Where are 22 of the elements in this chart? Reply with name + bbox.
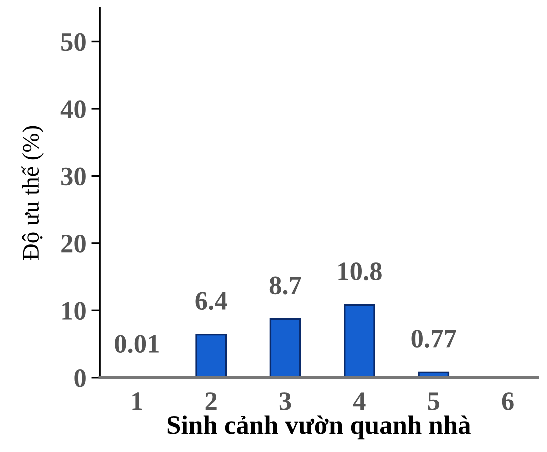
bar [270,318,302,378]
y-tick-label: 10 [62,302,86,320]
data-label: 0.01 [115,335,159,354]
x-axis-title: Sinh cảnh vườn quanh nhà [168,416,471,440]
y-tick-label: 0 [74,369,86,388]
x-tick-label: 5 [428,392,440,410]
y-tick-label: 30 [62,168,86,186]
y-tick-label: 20 [62,235,86,253]
x-tick-label: 2 [206,392,217,410]
data-label: 6.4 [196,292,228,310]
data-label: 0.77 [412,330,456,348]
y-tick-label: 40 [60,100,86,118]
y-tick-label: 50 [62,33,86,52]
bar [344,304,376,378]
x-tick-label: 4 [353,392,366,410]
data-label: 10.8 [338,262,382,281]
x-tick-label: 6 [502,392,514,410]
x-tick-label: 1 [132,392,142,410]
data-label: 8.7 [270,276,302,295]
bar [196,334,228,378]
y-axis-title: Độ ưu thế (%) [22,126,44,260]
x-tick-label: 3 [280,392,292,410]
